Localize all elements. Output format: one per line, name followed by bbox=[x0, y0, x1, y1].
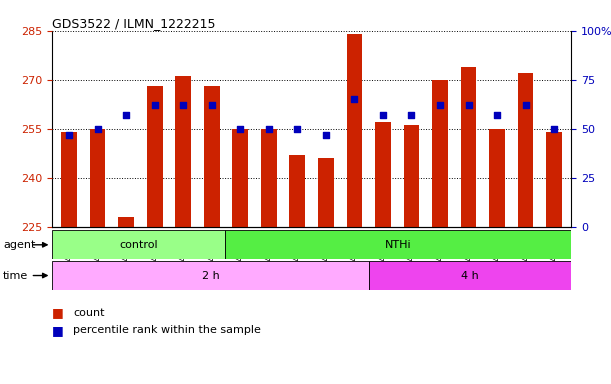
Point bbox=[293, 126, 302, 132]
Point bbox=[93, 126, 103, 132]
Point bbox=[378, 112, 388, 118]
Point bbox=[549, 126, 559, 132]
Point bbox=[435, 102, 445, 108]
Bar bbox=[119, 217, 134, 227]
Bar bbox=[52, 261, 369, 290]
Point bbox=[492, 112, 502, 118]
Text: control: control bbox=[119, 240, 158, 250]
Bar bbox=[461, 67, 477, 227]
Point bbox=[321, 131, 331, 137]
Bar bbox=[52, 230, 225, 259]
Bar bbox=[369, 261, 571, 290]
Text: 4 h: 4 h bbox=[461, 270, 479, 281]
Text: percentile rank within the sample: percentile rank within the sample bbox=[73, 325, 261, 335]
Bar bbox=[290, 155, 305, 227]
Point bbox=[406, 112, 416, 118]
Point bbox=[521, 102, 530, 108]
Bar bbox=[546, 132, 562, 227]
Text: agent: agent bbox=[3, 240, 35, 250]
Text: 2 h: 2 h bbox=[202, 270, 219, 281]
Bar bbox=[90, 129, 106, 227]
Point bbox=[178, 102, 188, 108]
Bar bbox=[518, 73, 533, 227]
Text: GDS3522 / ILMN_1222215: GDS3522 / ILMN_1222215 bbox=[52, 17, 216, 30]
Bar bbox=[61, 132, 77, 227]
Bar bbox=[489, 129, 505, 227]
Point bbox=[349, 96, 359, 103]
Text: ■: ■ bbox=[52, 324, 64, 337]
Bar bbox=[432, 79, 448, 227]
Bar bbox=[147, 86, 163, 227]
Point bbox=[264, 126, 274, 132]
Text: count: count bbox=[73, 308, 105, 318]
Bar bbox=[346, 34, 362, 227]
Bar bbox=[232, 129, 248, 227]
Point bbox=[464, 102, 474, 108]
Bar bbox=[404, 125, 419, 227]
Point bbox=[150, 102, 159, 108]
Point bbox=[207, 102, 217, 108]
Text: NTHi: NTHi bbox=[385, 240, 411, 250]
Text: ■: ■ bbox=[52, 306, 64, 319]
Bar bbox=[375, 122, 391, 227]
Point bbox=[64, 131, 74, 137]
Bar bbox=[261, 129, 277, 227]
Bar bbox=[175, 76, 191, 227]
Text: time: time bbox=[3, 270, 28, 281]
Bar bbox=[225, 230, 571, 259]
Bar bbox=[318, 158, 334, 227]
Point bbox=[235, 126, 245, 132]
Point bbox=[121, 112, 131, 118]
Bar bbox=[204, 86, 219, 227]
